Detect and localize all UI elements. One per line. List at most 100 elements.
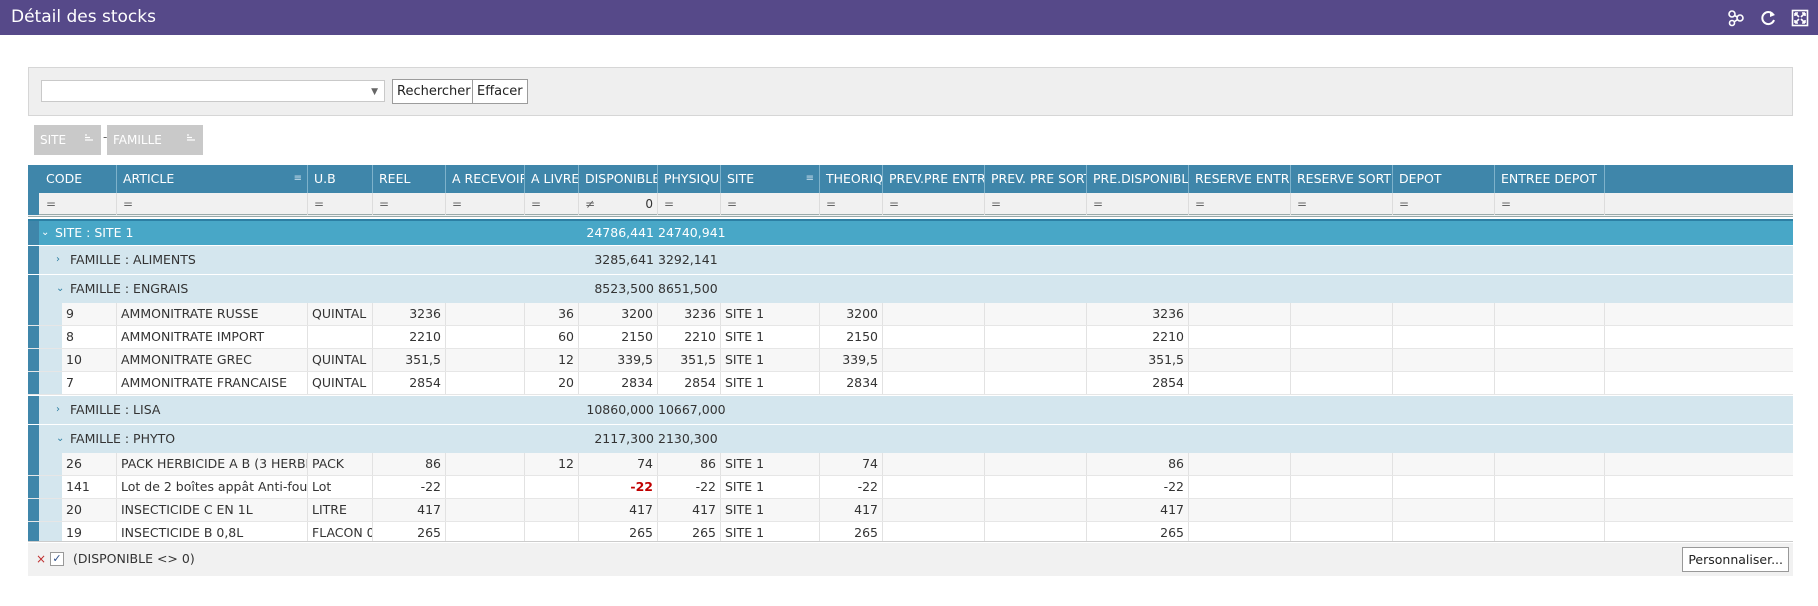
column-filter-cell[interactable]: = xyxy=(1495,193,1605,215)
filter-operator[interactable]: = xyxy=(531,197,542,211)
table-cell: QUINTAL xyxy=(308,349,373,371)
column-filter-cell[interactable]: = xyxy=(373,193,446,215)
column-header[interactable]: RESERVE ENTREE xyxy=(1189,165,1291,193)
column-header[interactable]: DEPOT xyxy=(1393,165,1495,193)
group-row-famille[interactable]: ⌄ FAMILLE : ENGRAIS 8523,500 8651,500 xyxy=(28,274,1793,303)
table-cell: 8 xyxy=(62,326,117,348)
refresh-icon[interactable] xyxy=(1758,8,1778,28)
column-filter-cell[interactable]: = xyxy=(883,193,985,215)
column-menu-icon[interactable]: ≡ xyxy=(293,173,302,184)
filter-operator[interactable]: = xyxy=(1501,197,1512,211)
group-chip-famille[interactable]: FAMILLE xyxy=(107,125,203,155)
column-filter-cell[interactable]: ≠ 0 xyxy=(579,193,658,215)
filter-operator[interactable]: = xyxy=(889,197,900,211)
group-row-famille[interactable]: ⌄ FAMILLE : PHYTO 2117,300 2130,300 xyxy=(28,424,1793,453)
table-cell: 36 xyxy=(525,303,579,325)
column-filter-cell[interactable]: = xyxy=(1087,193,1189,215)
group-row-famille[interactable]: › FAMILLE : ALIMENTS 3285,641 3292,141 xyxy=(28,245,1793,274)
filter-operator[interactable]: = xyxy=(991,197,1002,211)
group-chip-site[interactable]: SITE xyxy=(34,125,101,155)
column-header[interactable]: A RECEVOIR xyxy=(446,165,525,193)
column-filter-cell[interactable]: = xyxy=(308,193,373,215)
filter-operator[interactable]: = xyxy=(46,197,57,211)
filter-operator[interactable]: = xyxy=(452,197,463,211)
filter-value[interactable]: 0 xyxy=(645,197,653,211)
table-cell: 3236 xyxy=(658,303,721,325)
column-header[interactable]: ENTREE DEPOT xyxy=(1495,165,1605,193)
table-cell: SITE 1 xyxy=(721,303,820,325)
chevron-down-icon[interactable]: ⌄ xyxy=(56,433,65,444)
remove-filter-icon[interactable]: × xyxy=(36,552,47,566)
group-level-bar xyxy=(28,221,39,245)
settings-nodes-icon[interactable] xyxy=(1726,8,1746,28)
table-row[interactable]: 9 AMMONITRATE RUSSE QUINTAL 3236 36 3200 3236 S… xyxy=(28,303,1793,326)
group-level-bar xyxy=(28,326,39,348)
table-cell xyxy=(1495,303,1605,325)
sort-icon[interactable] xyxy=(185,126,197,156)
filter-operator[interactable]: ≠ xyxy=(585,197,596,211)
column-header[interactable]: RESERVE SORTIE xyxy=(1291,165,1393,193)
column-header[interactable]: A LIVRER xyxy=(525,165,579,193)
column-filter-cell[interactable]: = xyxy=(525,193,579,215)
column-header[interactable]: DISPONIBLE xyxy=(579,165,658,193)
filter-operator[interactable]: = xyxy=(314,197,325,211)
column-filter-cell[interactable]: = xyxy=(985,193,1087,215)
search-button[interactable]: Rechercher xyxy=(392,79,476,104)
table-cell xyxy=(1393,303,1495,325)
column-menu-icon[interactable]: ≡ xyxy=(805,173,814,184)
column-header[interactable]: PREV. PRE SORTIE xyxy=(985,165,1087,193)
column-header[interactable]: THEORIQUE xyxy=(820,165,883,193)
table-row[interactable]: 10 AMMONITRATE GREC QUINTAL 351,5 12 339,5 351… xyxy=(28,349,1793,372)
filter-operator[interactable]: = xyxy=(727,197,738,211)
table-cell: 2834 xyxy=(579,372,658,394)
column-filter-cell[interactable]: = xyxy=(1291,193,1393,215)
column-filter-cell[interactable]: = xyxy=(40,193,117,215)
grid-filter-row: = = = = = = ≠ 0 = = = = = = = = = = xyxy=(28,193,1793,217)
filter-operator[interactable]: = xyxy=(1399,197,1410,211)
table-row[interactable]: 7 AMMONITRATE FRANCAISE QUINTAL 2854 20 2834 2… xyxy=(28,372,1793,395)
table-row[interactable]: 20 INSECTICIDE C EN 1L LITRE 417 417 417 SITE … xyxy=(28,499,1793,522)
filter-operator[interactable]: = xyxy=(379,197,390,211)
filter-operator[interactable]: = xyxy=(1195,197,1206,211)
column-header[interactable]: PHYSIQUE xyxy=(658,165,721,193)
column-filter-cell[interactable]: = xyxy=(721,193,820,215)
filter-operator[interactable]: = xyxy=(1297,197,1308,211)
column-header[interactable]: CODE xyxy=(40,165,117,193)
group-indent xyxy=(39,303,62,325)
column-header[interactable]: PRE.DISPONIBLE xyxy=(1087,165,1189,193)
group-row-famille[interactable]: › FAMILLE : LISA 10860,000 10667,000 xyxy=(28,395,1793,424)
chevron-down-icon[interactable]: ▼ xyxy=(371,87,378,97)
customize-button[interactable]: Personnaliser... xyxy=(1682,547,1789,572)
filter-checkbox[interactable]: ✓ xyxy=(50,552,64,566)
column-header[interactable]: ARTICLE ≡ xyxy=(117,165,308,193)
column-header[interactable]: U.B xyxy=(308,165,373,193)
chevron-down-icon[interactable]: ⌄ xyxy=(56,283,65,294)
filter-operator[interactable]: = xyxy=(1093,197,1104,211)
filter-operator[interactable]: = xyxy=(123,197,134,211)
search-combo[interactable]: ▼ xyxy=(41,80,385,102)
chevron-right-icon[interactable]: › xyxy=(56,404,60,415)
group-row-site[interactable]: ⌄ SITE : SITE 1 24786,441 24740,941 xyxy=(28,219,1793,245)
column-filter-cell[interactable]: = xyxy=(117,193,308,215)
column-header[interactable]: REEL xyxy=(373,165,446,193)
chevron-right-icon[interactable]: › xyxy=(56,254,60,265)
maximize-icon[interactable] xyxy=(1790,8,1810,28)
filter-operator[interactable]: = xyxy=(826,197,837,211)
chevron-down-icon[interactable]: ⌄ xyxy=(41,227,50,238)
column-filter-cell[interactable]: = xyxy=(1393,193,1495,215)
column-filter-cell[interactable]: = xyxy=(658,193,721,215)
sort-icon[interactable] xyxy=(83,126,95,156)
table-cell: Lot de 2 boîtes appât Anti-fourmis xyxy=(117,476,308,498)
clear-button[interactable]: Effacer xyxy=(472,79,528,104)
column-filter-cell[interactable]: = xyxy=(820,193,883,215)
table-cell: -22 xyxy=(373,476,446,498)
column-filter-cell[interactable]: = xyxy=(446,193,525,215)
column-filter-cell[interactable]: = xyxy=(1189,193,1291,215)
column-header[interactable]: PREV.PRE ENTREE xyxy=(883,165,985,193)
filter-operator[interactable]: = xyxy=(664,197,675,211)
column-header[interactable]: SITE ≡ xyxy=(721,165,820,193)
